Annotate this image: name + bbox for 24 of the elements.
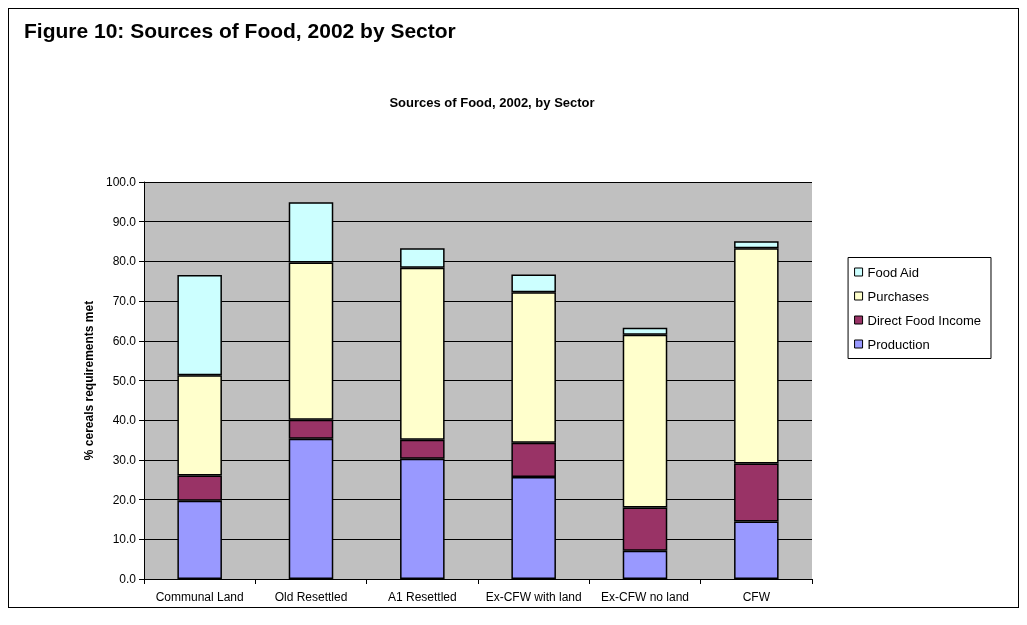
y-tick-label: 0.0 bbox=[119, 572, 137, 586]
legend-label: Food Aid bbox=[867, 264, 919, 280]
y-tick-label: 20.0 bbox=[112, 492, 137, 507]
chart-subtitle: Sources of Food, 2002, by Sector bbox=[389, 95, 595, 110]
y-tick-label: 30.0 bbox=[112, 452, 137, 467]
legend-label: Production bbox=[867, 336, 930, 352]
y-tick-label: 80.0 bbox=[112, 254, 137, 269]
x-tick-label: A1 Resettled bbox=[387, 590, 457, 604]
x-tick-label: Communal Land bbox=[155, 590, 244, 604]
x-tick-label: Ex-CFW no land bbox=[600, 590, 690, 604]
y-axis-title: % cereals requirements met bbox=[82, 300, 97, 461]
y-tick-label: 100.0 bbox=[105, 175, 137, 189]
y-tick-label: 10.0 bbox=[112, 532, 137, 547]
legend-label: Purchases bbox=[867, 288, 930, 304]
legend-label: Direct Food Income bbox=[867, 312, 981, 328]
y-tick-label: 60.0 bbox=[112, 333, 137, 348]
x-tick-label: CFW bbox=[742, 590, 771, 604]
x-tick-label: Ex-CFW with land bbox=[485, 590, 582, 604]
y-tick-label: 70.0 bbox=[112, 294, 137, 309]
y-tick-label: 90.0 bbox=[112, 214, 137, 229]
x-tick-label: Old Resettled bbox=[274, 590, 348, 604]
y-tick-label: 50.0 bbox=[112, 373, 137, 388]
y-tick-label: 40.0 bbox=[112, 413, 137, 428]
chart-title: Figure 10: Sources of Food, 2002 by Sector bbox=[24, 19, 456, 42]
